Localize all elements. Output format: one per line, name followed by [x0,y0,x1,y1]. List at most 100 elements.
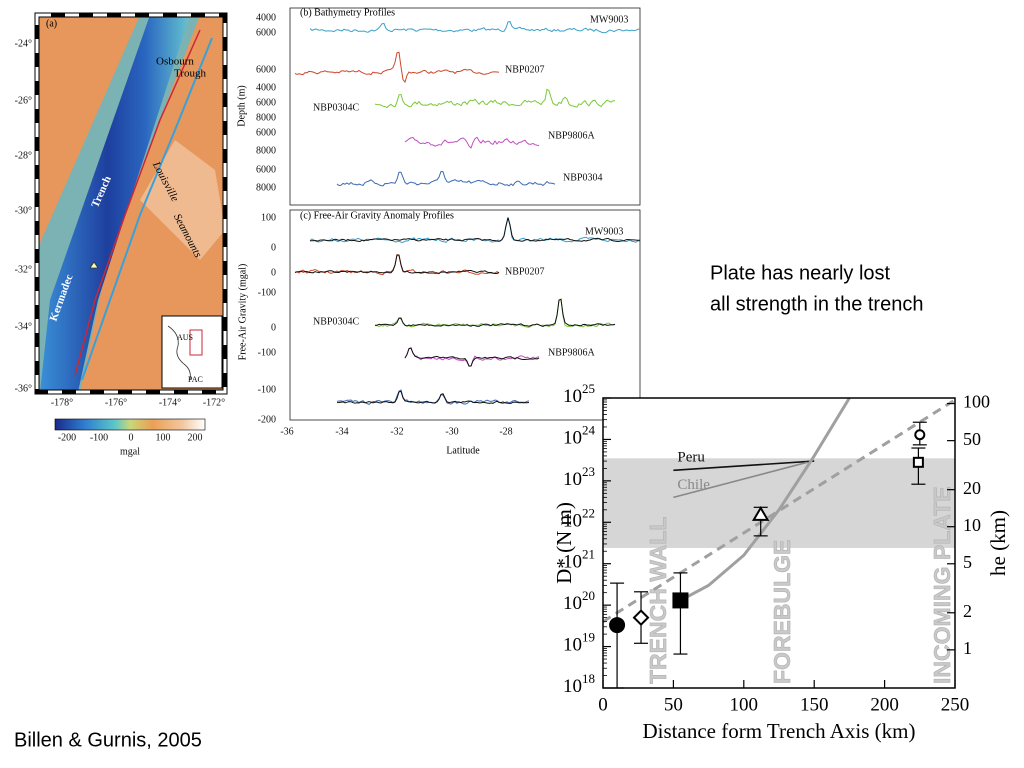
y2-tick-label: 5 [963,552,972,572]
y-tick-label: 8000 [256,145,276,156]
lon-tick-label: -176° [105,397,127,408]
annotation: Plate has nearly lost [710,262,891,284]
colorbar [54,418,206,431]
gravity-model-trace [336,390,530,404]
y-tick-label: -100 [258,384,276,395]
y-tick-label: 8000 [256,182,276,193]
lat-tick-label: -26° [15,95,32,106]
profile-name: NBP9806A [548,347,595,358]
axis-label: Free-Air Gravity (mgal) [237,264,248,361]
y2-tick-label: 10 [963,515,981,535]
axis-label: Latitude [446,445,480,456]
y-tick-label: -200 [258,414,276,425]
y-tick-label: 4000 [256,12,276,23]
inset-label: AUS [177,333,193,342]
map-label: Trough [174,68,206,80]
x-tick-label: 250 [941,694,970,715]
line [679,397,851,602]
region-label: FOREBULGE [769,540,795,684]
point [912,456,924,468]
line-label: Chile [677,477,710,493]
y-tick-label: -100 [258,347,276,358]
y-tick-label: 1023 [563,464,595,490]
profile-name: NBP9806A [548,130,595,141]
point [609,617,626,634]
y2-tick-label: 2 [963,601,972,621]
y-tick-label: 1022 [563,505,595,531]
lat-tick-label: -36° [15,383,32,394]
colorbar-unit: mgal [120,446,140,457]
point [672,592,689,609]
colorbar-tick-label: -200 [58,432,76,443]
map-marker [89,261,99,269]
inset-map [161,315,223,389]
lon-tick-label: -178° [51,397,73,408]
line [673,460,815,472]
y-tick-label: 0 [271,322,276,333]
gravity-model-trace [374,298,616,327]
panel-label: (a) [46,18,57,29]
y2-tick-label: 50 [963,429,981,449]
profile-name: NBP0207 [505,266,544,277]
x-tick-label: 0 [598,694,608,715]
y-tick-label: 100 [261,212,276,223]
x-tick-label: -36 [280,426,293,437]
y-tick-label: 4000 [256,82,276,93]
profile-name: NBP0304 [563,172,602,183]
line [602,398,956,623]
bathymetry-trace [404,136,540,149]
region-label: TRENCH WALL [645,517,671,684]
colorbar-tick-label: 0 [129,432,134,443]
x-tick-label: -30 [445,426,458,437]
point [632,609,650,627]
y2-tick-label: 20 [963,478,981,498]
panel-title: (b) Bathymetry Profiles [300,7,395,18]
map-label: Osbourn [156,56,194,68]
bathymetry-trace [294,51,500,84]
lat-tick-label: -24° [15,38,32,49]
y-tick-label: 1019 [563,630,595,656]
y-tick-label: -100 [258,287,276,298]
lat-tick-label: -34° [15,321,32,332]
colorbar-tick-label: 100 [156,432,171,443]
y-tick-label: 1020 [563,588,595,614]
x-tick-label: -28 [499,426,512,437]
y-tick-label: 8000 [256,112,276,123]
y-axis-label: D* (N m) [552,502,576,584]
y-tick-label: 1018 [563,671,595,697]
inset-coast [167,325,191,381]
gravity-model-trace [404,347,540,367]
profile-name: MW9003 [590,14,628,25]
citation: Billen & Gurnis, 2005 [14,729,202,751]
y-tick-label: 6000 [256,27,276,38]
y2-tick-label: 1 [963,638,972,658]
axis-label: Depth (m) [236,85,247,126]
region-label: INCOMING PLATE [929,486,955,684]
x-tick-label: -32 [390,426,403,437]
map-trench-axis [74,29,201,376]
lon-tick-label: -172° [203,397,225,408]
lat-tick-label: -28° [15,150,32,161]
x-tick-label: 50 [664,694,683,715]
y-tick-label: 6000 [256,127,276,138]
y-tick-label: 0 [271,242,276,253]
map-frame-ticks [35,13,227,394]
panel-title: (c) Free-Air Gravity Anomaly Profiles [300,210,454,221]
y2-axis-label: he (km) [986,510,1010,576]
y-tick-label: 0 [271,267,276,278]
profile-name: NBP0207 [505,64,544,75]
inset-label: PAC [188,375,203,384]
y-tick-label: 1024 [563,422,596,448]
y-tick-label: 1021 [563,547,595,573]
bathymetry-trace [336,170,556,187]
annotation: all strength in the trench [710,293,923,315]
line-label: Peru [677,450,705,466]
band [603,458,955,548]
y-tick-label: 1025 [563,381,595,407]
map [37,15,225,392]
chart-frame [602,397,956,689]
colorbar-tick-label: -100 [90,432,108,443]
bathymetry-trace [309,21,641,34]
map-profile-line [81,37,213,381]
map-trench [40,15,190,392]
